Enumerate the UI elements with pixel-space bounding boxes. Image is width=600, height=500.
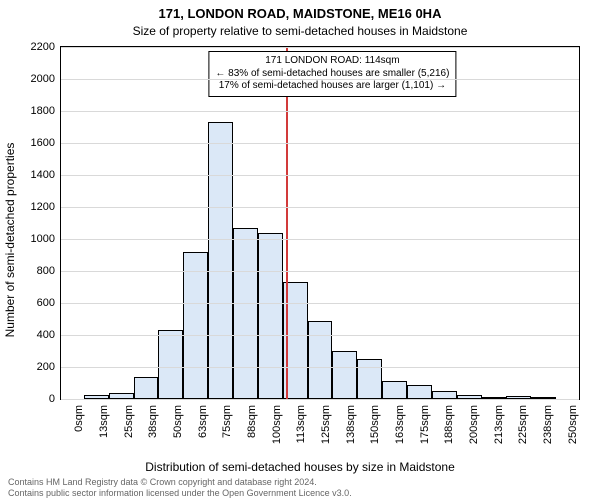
gridline	[61, 111, 579, 112]
bars-group	[61, 47, 579, 399]
y-tick-label: 400	[37, 329, 55, 341]
gridline	[61, 79, 579, 80]
y-tick-label: 600	[37, 297, 55, 309]
y-tick-label: 1800	[31, 105, 55, 117]
gridline	[61, 239, 579, 240]
gridline	[61, 335, 579, 336]
x-tick-label: 163sqm	[394, 385, 406, 424]
x-tick-label: 250sqm	[567, 385, 579, 424]
reference-line	[286, 47, 288, 399]
plot-area: 171 LONDON ROAD: 114sqm ← 83% of semi-de…	[60, 46, 580, 400]
x-tick-label: 38sqm	[147, 388, 159, 421]
chart-container: 171, LONDON ROAD, MAIDSTONE, ME16 0HA Si…	[0, 0, 600, 500]
x-tick-label: 188sqm	[443, 385, 455, 424]
y-tick-label: 1600	[31, 137, 55, 149]
gridline	[61, 303, 579, 304]
annotation-box: 171 LONDON ROAD: 114sqm ← 83% of semi-de…	[208, 51, 456, 97]
chart-title-sub: Size of property relative to semi-detach…	[0, 24, 600, 38]
x-tick-label: 0sqm	[73, 392, 85, 419]
x-tick-label: 175sqm	[419, 385, 431, 424]
footnote-line-1: Contains HM Land Registry data © Crown c…	[8, 477, 592, 487]
y-tick-label: 2200	[31, 41, 55, 53]
gridline	[61, 367, 579, 368]
x-tick-label: 25sqm	[123, 388, 135, 421]
x-tick-label: 238sqm	[542, 385, 554, 424]
x-tick-label: 100sqm	[271, 385, 283, 424]
footnote-line-2: Contains public sector information licen…	[8, 488, 592, 498]
y-tick-label: 800	[37, 265, 55, 277]
histogram-bar	[208, 122, 233, 399]
y-tick-label: 0	[49, 393, 55, 405]
annotation-line-1: 171 LONDON ROAD: 114sqm	[215, 55, 449, 68]
x-tick-label: 225sqm	[517, 385, 529, 424]
x-tick-label: 200sqm	[468, 385, 480, 424]
x-tick-label: 150sqm	[369, 385, 381, 424]
y-tick-label: 2000	[31, 73, 55, 85]
x-tick-label: 88sqm	[246, 388, 258, 421]
gridline	[61, 47, 579, 48]
x-tick-label: 63sqm	[197, 388, 209, 421]
x-tick-label: 125sqm	[320, 385, 332, 424]
x-tick-label: 213sqm	[493, 385, 505, 424]
gridline	[61, 175, 579, 176]
gridline	[61, 143, 579, 144]
y-tick-label: 200	[37, 361, 55, 373]
footnote: Contains HM Land Registry data © Crown c…	[8, 477, 592, 498]
x-tick-label: 113sqm	[295, 386, 307, 424]
gridline	[61, 207, 579, 208]
gridline	[61, 271, 579, 272]
x-tick-label: 138sqm	[345, 385, 357, 424]
chart-title-main: 171, LONDON ROAD, MAIDSTONE, ME16 0HA	[0, 6, 600, 21]
histogram-bar	[258, 233, 283, 399]
histogram-bar	[233, 228, 258, 399]
y-axis-label: Number of semi-detached properties	[3, 143, 17, 338]
y-tick-label: 1400	[31, 169, 55, 181]
x-tick-label: 75sqm	[221, 388, 233, 421]
histogram-bar	[183, 252, 208, 399]
y-tick-label: 1000	[31, 233, 55, 245]
x-tick-label: 50sqm	[172, 388, 184, 421]
y-tick-label: 1200	[31, 201, 55, 213]
x-axis-label: Distribution of semi-detached houses by …	[0, 460, 600, 474]
annotation-line-3: 17% of semi-detached houses are larger (…	[215, 80, 449, 93]
x-tick-label: 13sqm	[98, 388, 110, 421]
